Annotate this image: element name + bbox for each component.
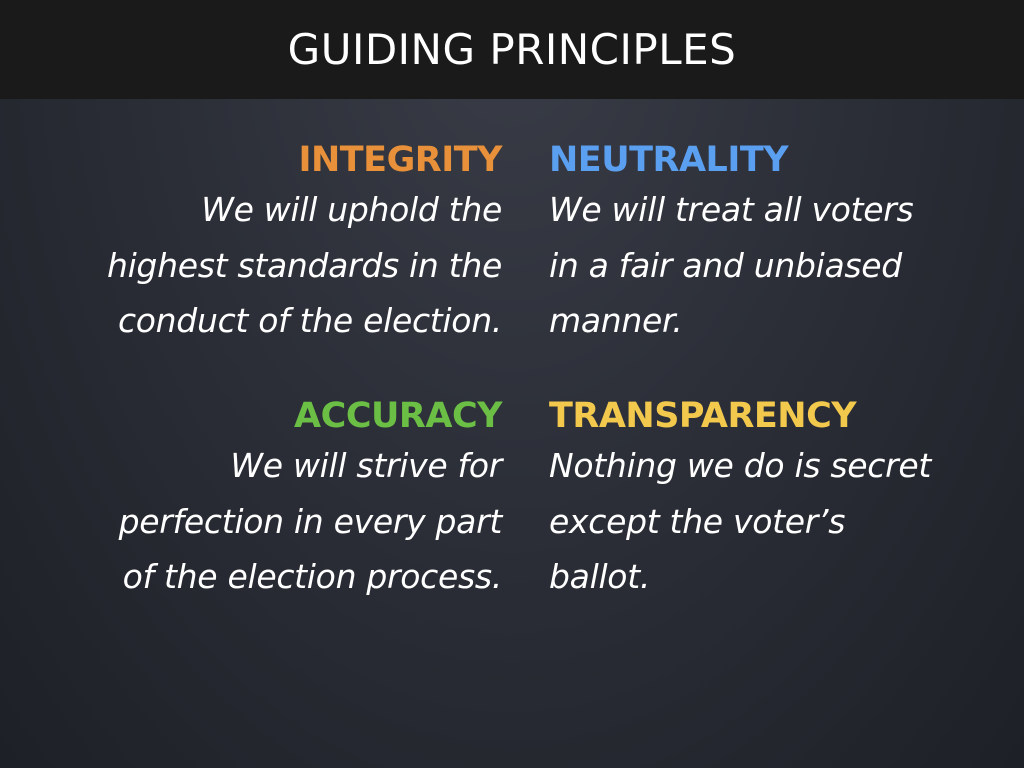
principle-description: We will treat all voters in a fair and u…: [549, 190, 914, 340]
principle-accuracy: ACCURACY We will strive for perfection i…: [42, 394, 503, 605]
principle-heading: TRANSPARENCY: [549, 396, 857, 436]
title-bar: GUIDING PRINCIPLES: [0, 0, 1024, 99]
principle-neutrality: NEUTRALITY We will treat all voters in a…: [549, 138, 1009, 349]
principle-description: Nothing we do is secret except the voter…: [549, 446, 932, 596]
principle-heading: ACCURACY: [294, 396, 502, 436]
principle-heading: INTEGRITY: [298, 140, 502, 180]
slide-title: GUIDING PRINCIPLES: [287, 25, 737, 74]
principle-description: We will uphold the highest standards in …: [106, 190, 502, 340]
principle-transparency: TRANSPARENCY Nothing we do is secret exc…: [549, 394, 1009, 605]
principle-integrity: INTEGRITY We will uphold the highest sta…: [42, 138, 503, 349]
principle-description: We will strive for perfection in every p…: [118, 446, 503, 596]
principle-heading: NEUTRALITY: [549, 140, 789, 180]
